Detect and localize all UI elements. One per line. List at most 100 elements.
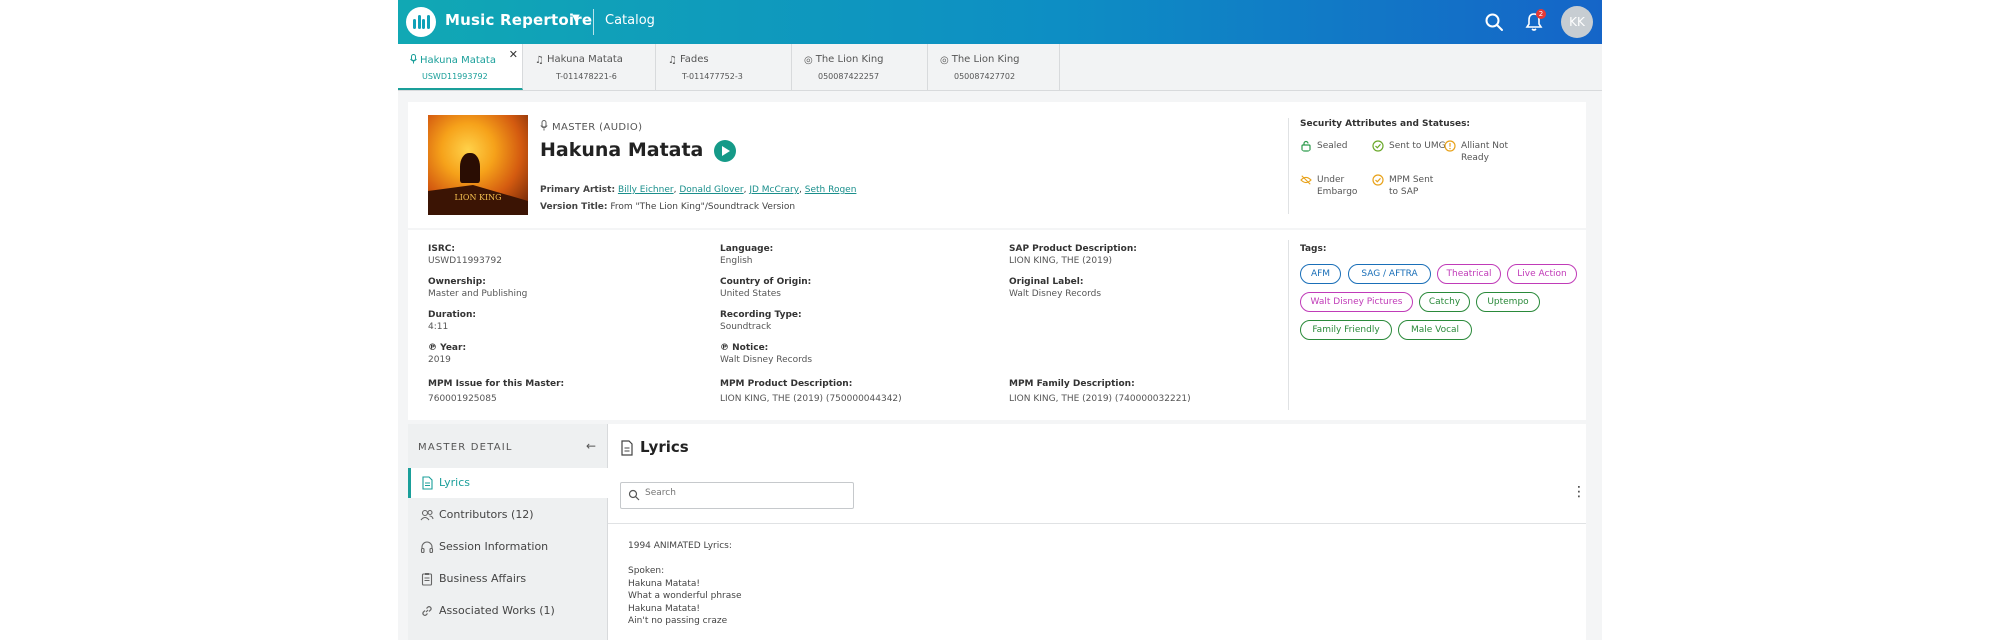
search-icon[interactable]	[1484, 12, 1504, 32]
field-value: Master and Publishing	[428, 289, 528, 299]
search-icon	[628, 489, 640, 501]
clipboard-icon	[421, 573, 433, 586]
chevron-down-icon[interactable]: ▼	[572, 13, 580, 24]
field-label: Original Label:	[1009, 277, 1084, 287]
sidebar-item-associated-works[interactable]: Associated Works (1)	[408, 596, 608, 626]
section-title[interactable]: Catalog	[605, 13, 655, 28]
field-value: LION KING, THE (2019)	[1009, 256, 1113, 266]
status-label: Sent to UMG	[1389, 141, 1446, 151]
field-value: LION KING, THE (2019) (740000032221)	[1009, 394, 1191, 404]
artist-link[interactable]: Seth Rogen	[804, 185, 857, 195]
artist-link[interactable]: JD McCrary	[749, 185, 800, 195]
divider	[1288, 240, 1289, 410]
search-input[interactable]	[645, 488, 845, 498]
tag-chip[interactable]: Catchy	[1419, 292, 1470, 312]
artist-link[interactable]: Donald Glover	[679, 185, 744, 195]
field-ownership: Ownership: Master and Publishing	[428, 277, 527, 299]
headphones-icon	[420, 541, 434, 554]
sidebar-item-lyrics[interactable]: Lyrics	[408, 468, 608, 498]
tab-hakuna-matata-master[interactable]: Hakuna Matata USWD11993792 ✕	[398, 44, 523, 90]
field-label: MPM Family Description:	[1009, 379, 1135, 389]
field-value: 2019	[428, 355, 451, 365]
sidebar-item-label: Associated Works (1)	[439, 604, 555, 617]
more-options-icon[interactable]: ⋮	[1572, 484, 1586, 500]
tab-fades[interactable]: ♫ Fades T-011477752-3	[656, 44, 792, 90]
field-label: MPM Issue for this Master:	[428, 379, 565, 389]
sidebar-item-contributors[interactable]: Contributors (12)	[408, 500, 608, 530]
divider	[608, 523, 1586, 524]
track-title: Hakuna Matata	[540, 139, 704, 161]
top-bar: Music Repertoire ▼ Catalog 2 KK	[398, 0, 1602, 44]
master-detail-sidebar: MASTER DETAIL ← Lyrics Contributors (12)…	[408, 424, 608, 640]
sidebar-item-label: Business Affairs	[439, 572, 527, 585]
sidebar-item-label: Contributors (12)	[439, 508, 534, 521]
field-duration: Duration: 4:11	[428, 310, 476, 332]
app-title[interactable]: Music Repertoire	[445, 11, 593, 29]
field-sap-desc: SAP Product Description: LION KING, THE (…	[1009, 244, 1137, 266]
microphone-icon	[540, 120, 548, 131]
lyrics-text: 1994 ANIMATED Lyrics: Spoken: Hakuna Mat…	[628, 541, 742, 626]
arrow-left-icon[interactable]: ←	[586, 439, 597, 453]
tab-the-lion-king-2[interactable]: ◎ The Lion King 050087427702	[928, 44, 1060, 90]
sidebar-item-label: Session Information	[439, 540, 549, 553]
link-icon	[422, 606, 432, 616]
disc-icon: ◎	[940, 55, 949, 66]
tag-chip[interactable]: Theatrical	[1437, 264, 1501, 284]
tab-code: T-011478221-6	[556, 72, 617, 81]
music-note-icon: ♫	[535, 55, 544, 66]
field-value: Soundtrack	[720, 322, 772, 332]
lock-icon	[1301, 140, 1311, 152]
tag-chip[interactable]: Walt Disney Pictures	[1300, 292, 1413, 312]
field-original-label: Original Label: Walt Disney Records	[1009, 277, 1101, 299]
primary-artist-line: Primary Artist: Billy Eichner, Donald Gl…	[540, 185, 857, 195]
field-value: United States	[720, 289, 781, 299]
field-value: Walt Disney Records	[1009, 289, 1102, 299]
play-button[interactable]	[714, 140, 736, 162]
check-circle-icon	[1372, 174, 1384, 186]
field-value: LION KING, THE (2019) (750000044342)	[720, 394, 902, 404]
app-window: Music Repertoire ▼ Catalog 2 KK Hakuna M…	[398, 0, 1602, 640]
divider	[593, 9, 594, 35]
tab-title: The Lion King	[951, 54, 1020, 65]
sidebar-item-business-affairs[interactable]: Business Affairs	[408, 564, 608, 594]
field-label: ISRC:	[428, 244, 455, 254]
sidebar-item-session-information[interactable]: Session Information	[408, 532, 608, 562]
artist-link[interactable]: Billy Eichner	[617, 185, 674, 195]
tag-chip[interactable]: Live Action	[1507, 264, 1577, 284]
tag-chip[interactable]: Family Friendly	[1300, 320, 1392, 340]
notification-badge: 2	[1536, 9, 1546, 19]
close-icon[interactable]: ✕	[508, 48, 518, 61]
tab-the-lion-king-1[interactable]: ◎ The Lion King 050087422257	[792, 44, 928, 90]
status-label: Sealed	[1317, 141, 1348, 151]
lyrics-search[interactable]	[620, 482, 854, 509]
field-isrc: ISRC: USWD11993792	[428, 244, 502, 266]
tag-chip[interactable]: Male Vocal	[1398, 320, 1472, 340]
field-value: Walt Disney Records	[720, 355, 813, 365]
master-type-label: MASTER (AUDIO)	[540, 120, 642, 133]
cover-title: LION KING	[454, 193, 502, 202]
tab-title: Fades	[679, 54, 709, 65]
field-year: ℗ Year: 2019	[428, 343, 466, 365]
tab-code: T-011477752-3	[682, 72, 743, 81]
sidebar-item-label: Lyrics	[439, 476, 470, 489]
field-language: Language: English	[720, 244, 773, 266]
app-logo-icon[interactable]	[406, 7, 436, 37]
people-icon	[420, 509, 434, 521]
status-label: Under Embargo	[1317, 175, 1358, 197]
tab-code: USWD11993792	[422, 72, 488, 81]
version-title-label: Version Title:	[540, 202, 608, 212]
tab-hakuna-matata-work[interactable]: ♫ Hakuna Matata T-011478221-6	[523, 44, 656, 90]
tab-title: Hakuna Matata	[546, 54, 623, 65]
field-mpm-product: MPM Product Description: LION KING, THE (…	[720, 379, 902, 404]
field-label: Country of Origin:	[720, 277, 812, 287]
tag-chip[interactable]: SAG / AFTRA	[1348, 264, 1431, 284]
tag-chip[interactable]: Uptempo	[1476, 292, 1540, 312]
tab-code: 050087427702	[954, 72, 1016, 81]
lyrics-panel: Lyrics ⋮ 1994 ANIMATED Lyrics: Spoken: H…	[608, 424, 1586, 640]
field-value: 760001925085	[428, 394, 497, 404]
status-label: MPM Sent to SAP	[1389, 175, 1434, 197]
tag-chip[interactable]: AFM	[1300, 264, 1341, 284]
field-label: Recording Type:	[720, 310, 802, 320]
security-title: Security Attributes and Statuses:	[1300, 119, 1471, 129]
avatar[interactable]: KK	[1561, 6, 1593, 38]
